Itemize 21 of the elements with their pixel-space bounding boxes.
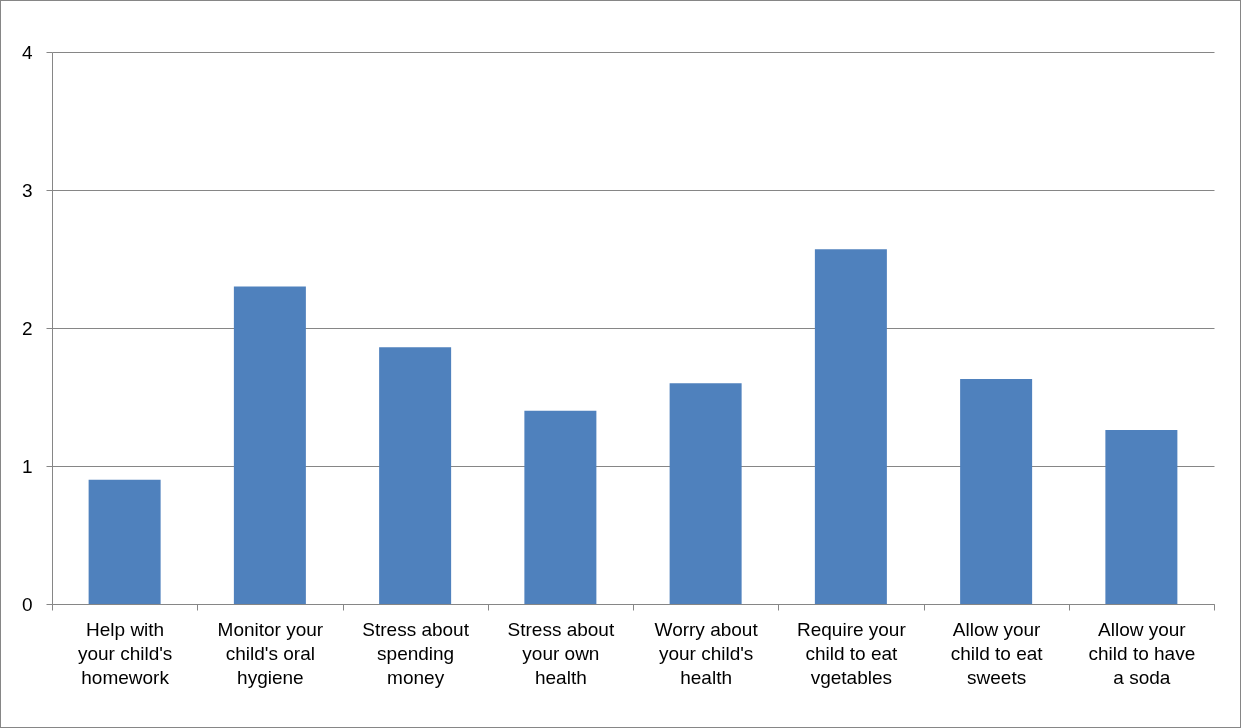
x-tick-label: Worry about your child's health — [654, 618, 759, 688]
x-tick-label: Require your child to eat vgetables — [796, 618, 907, 688]
bar — [233, 286, 306, 604]
x-tick-label: Help with your child's homework — [77, 618, 173, 688]
bar — [1105, 430, 1178, 604]
bar — [88, 479, 161, 604]
bar — [960, 379, 1033, 604]
x-tick-label: Allow your child to eat sweets — [950, 618, 1044, 688]
y-tick-label: 0 — [21, 593, 33, 615]
bar — [814, 249, 887, 604]
x-tick-label: Stress about your own health — [507, 618, 615, 688]
y-tick-label: 2 — [21, 317, 33, 339]
bar — [669, 383, 742, 604]
x-tick-label: Monitor your child's oral hygiene — [217, 618, 324, 688]
y-tick-label: 3 — [21, 179, 33, 201]
y-tick-label: 1 — [21, 455, 33, 477]
x-tick-label: Stress about spending money — [362, 618, 470, 688]
x-tick-label: Allow your child to have a soda — [1088, 618, 1196, 688]
bar — [524, 410, 597, 604]
bar — [379, 347, 452, 604]
y-tick-label: 4 — [21, 41, 33, 63]
